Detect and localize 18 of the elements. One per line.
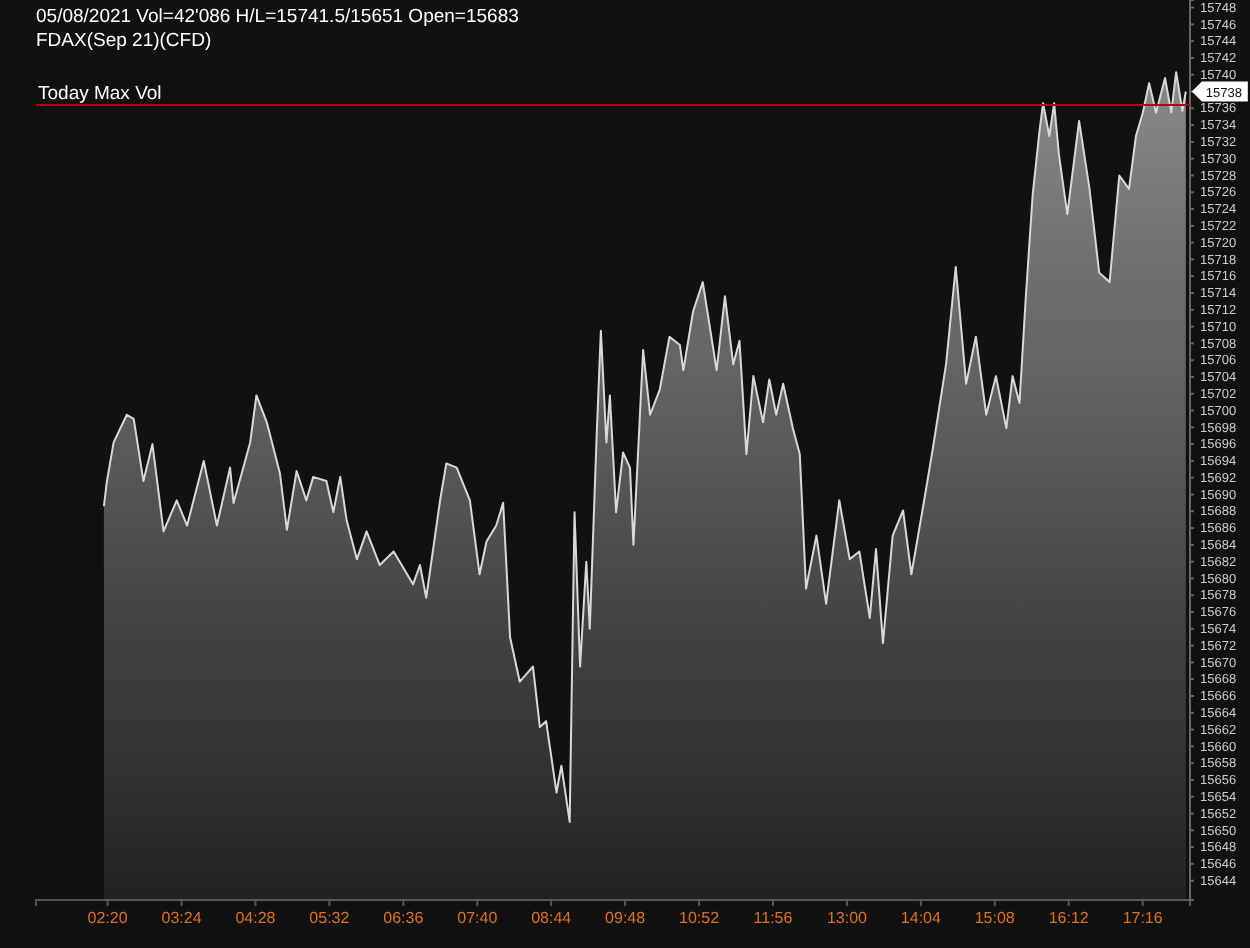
x-tick-label: 04:28	[235, 909, 277, 928]
x-tick-label: 15:08	[974, 909, 1016, 928]
x-tick-label: 05:32	[309, 909, 351, 928]
x-tick-label: 03:24	[161, 909, 203, 928]
x-tick-label: 09:48	[605, 909, 647, 928]
x-tick-label: 17:16	[1122, 909, 1164, 928]
x-tick-label: 14:04	[900, 909, 942, 928]
x-tick-label: 07:40	[457, 909, 499, 928]
x-tick-label: 13:00	[826, 909, 869, 928]
x-tick-label: 08:44	[531, 909, 573, 928]
ref-line-label: Today Max Vol	[38, 82, 162, 105]
text: FDAX(Sep 21)(CFD)	[36, 30, 212, 52]
chart-title: 05/08/2021 Vol=42'086 H/L=15741.5/15651 Open=15683	[36, 6, 519, 28]
x-tick-label: 02:20	[87, 909, 129, 928]
x-tick-label: 11:56	[753, 909, 794, 928]
x-tick-label: 16:12	[1048, 909, 1090, 928]
x-tick-label: 10:52	[679, 909, 721, 928]
x-tick-label: 06:36	[383, 909, 425, 928]
